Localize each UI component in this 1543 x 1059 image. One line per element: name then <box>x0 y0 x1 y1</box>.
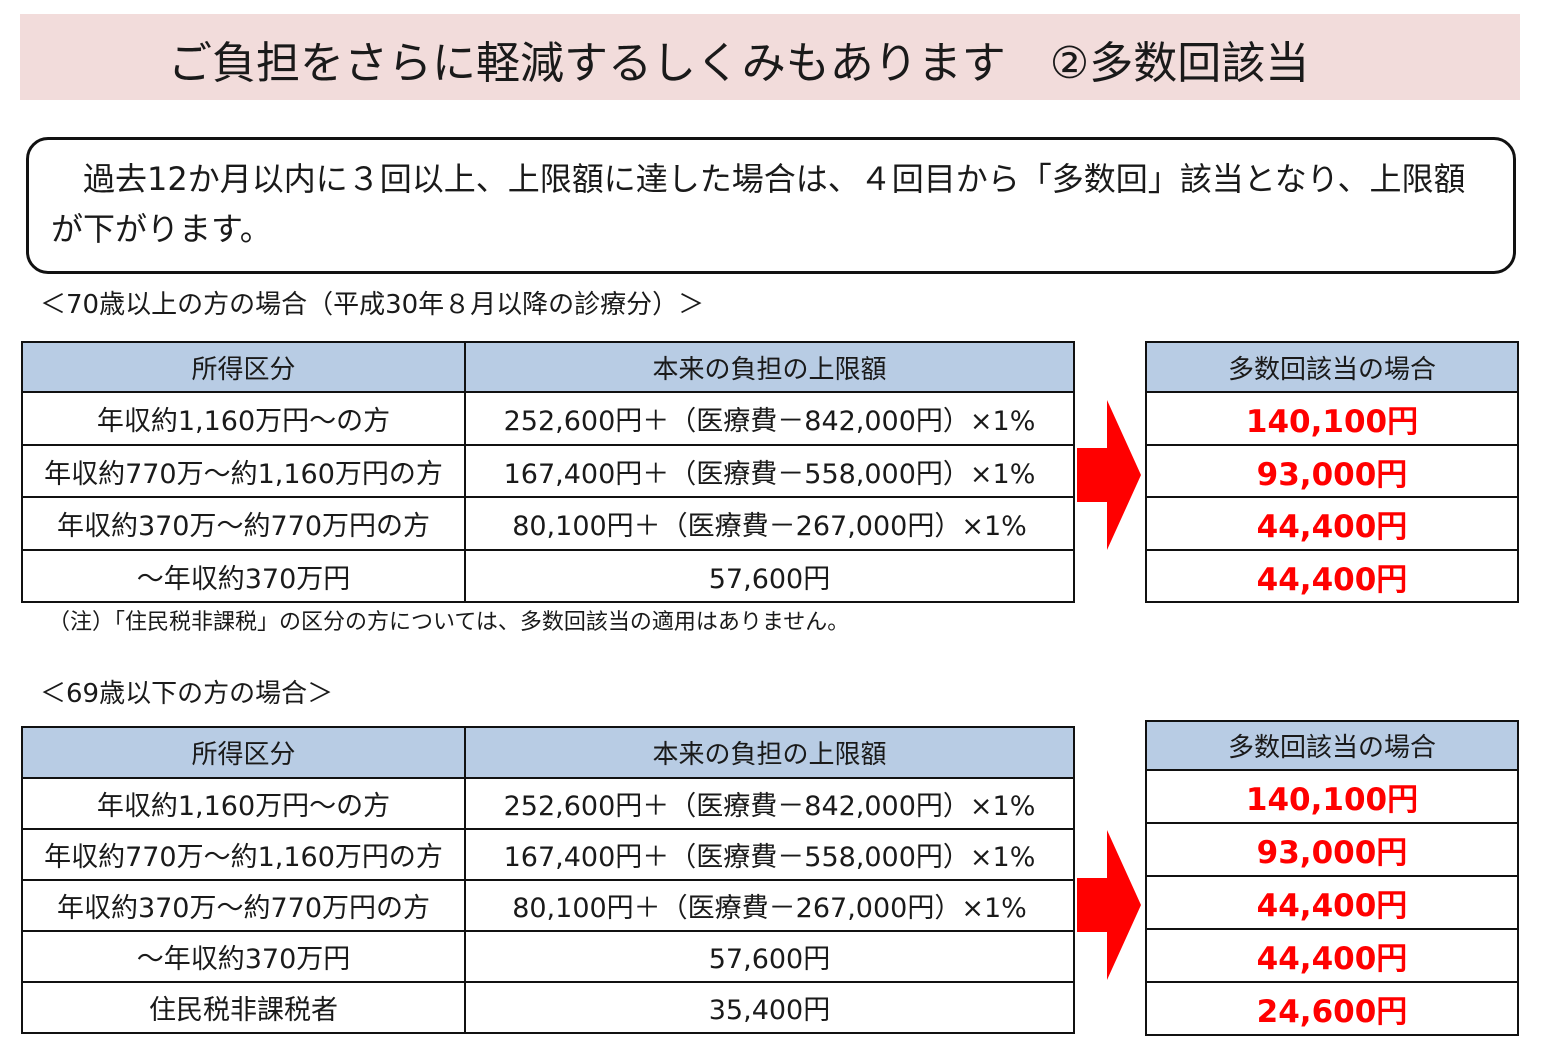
table-row: 93,000円 <box>1145 444 1519 498</box>
table-row: 年収約770万～約1,160万円の方 167,400円＋（医療費－558,000… <box>21 444 1075 498</box>
table-header-row: 所得区分 本来の負担の上限額 <box>21 726 1075 779</box>
section1-multiple-table: 多数回該当の場合 140,100円 93,000円 44,400円 44,400… <box>1145 341 1519 603</box>
limit-cell: 57,600円 <box>464 549 1075 603</box>
table-row: 年収約1,160万円～の方 252,600円＋（医療費－842,000円）×1% <box>21 391 1075 446</box>
table-row: 44,400円 <box>1145 875 1519 930</box>
table-row: 24,600円 <box>1145 981 1519 1036</box>
income-class-cell: 年収約370万～約770万円の方 <box>21 496 466 551</box>
section1-main-table: 所得区分 本来の負担の上限額 年収約1,160万円～の方 252,600円＋（医… <box>21 341 1075 603</box>
table-row: 年収約1,160万円～の方 252,600円＋（医療費－842,000円）×1% <box>21 777 1075 830</box>
intro-box: 過去12か月以内に３回以上、上限額に達した場合は、４回目から「多数回」該当となり… <box>26 137 1516 274</box>
reduced-limit-cell: 24,600円 <box>1145 981 1519 1036</box>
income-class-cell: 年収約770万～約1,160万円の方 <box>21 444 466 498</box>
income-class-cell: 年収約1,160万円～の方 <box>21 777 466 830</box>
title-bar: ご負担をさらに軽減するしくみもあります ②多数回該当 <box>20 14 1520 100</box>
reduced-limit-cell: 93,000円 <box>1145 444 1519 498</box>
right-arrow-icon <box>1077 400 1141 550</box>
table-row: 140,100円 <box>1145 391 1519 446</box>
reduced-limit-cell: 93,000円 <box>1145 822 1519 877</box>
page-title: ご負担をさらに軽減するしくみもあります ②多数回該当 <box>168 38 1310 89</box>
reduced-limit-cell: 44,400円 <box>1145 549 1519 603</box>
note-text: （注）「住民税非課税」の区分の方については、多数回該当の適用はありません。 <box>48 610 850 635</box>
reduced-limit-cell: 140,100円 <box>1145 391 1519 446</box>
table-row: ～年収約370万円 57,600円 <box>21 549 1075 603</box>
table-header-row: 多数回該当の場合 <box>1145 720 1519 771</box>
income-class-cell: 年収約770万～約1,160万円の方 <box>21 828 466 881</box>
right-arrow-icon <box>1077 830 1141 980</box>
table-row: 93,000円 <box>1145 822 1519 877</box>
limit-cell: 35,400円 <box>464 981 1075 1034</box>
table-row: 年収約370万～約770万円の方 80,100円＋（医療費－267,000円）×… <box>21 879 1075 932</box>
header-original-limit: 本来の負担の上限額 <box>464 726 1075 779</box>
header-multiple-case: 多数回該当の場合 <box>1145 341 1519 393</box>
table-row: 年収約370万～約770万円の方 80,100円＋（医療費－267,000円）×… <box>21 496 1075 551</box>
header-original-limit: 本来の負担の上限額 <box>464 341 1075 393</box>
income-class-cell: 住民税非課税者 <box>21 981 466 1034</box>
table-row: 140,100円 <box>1145 769 1519 824</box>
intro-text: 過去12か月以内に３回以上、上限額に達した場合は、４回目から「多数回」該当となり… <box>51 160 1466 248</box>
section2-multiple-table: 多数回該当の場合 140,100円 93,000円 44,400円 44,400… <box>1145 720 1519 1036</box>
income-class-cell: 年収約1,160万円～の方 <box>21 391 466 446</box>
table-header-row: 多数回該当の場合 <box>1145 341 1519 393</box>
section2-label: ＜69歳以下の方の場合＞ <box>40 679 334 709</box>
reduced-limit-cell: 44,400円 <box>1145 496 1519 551</box>
reduced-limit-cell: 140,100円 <box>1145 769 1519 824</box>
header-income-class: 所得区分 <box>21 341 466 393</box>
table-row: 44,400円 <box>1145 496 1519 551</box>
reduced-limit-cell: 44,400円 <box>1145 875 1519 930</box>
table-row: 年収約770万～約1,160万円の方 167,400円＋（医療費－558,000… <box>21 828 1075 881</box>
section1-label: ＜70歳以上の方の場合（平成30年８月以降の診療分）＞ <box>40 290 705 320</box>
header-income-class: 所得区分 <box>21 726 466 779</box>
table-row: 44,400円 <box>1145 928 1519 983</box>
table-row: 44,400円 <box>1145 549 1519 603</box>
table-header-row: 所得区分 本来の負担の上限額 <box>21 341 1075 393</box>
table-row: 住民税非課税者 35,400円 <box>21 981 1075 1034</box>
reduced-limit-cell: 44,400円 <box>1145 928 1519 983</box>
header-multiple-case: 多数回該当の場合 <box>1145 720 1519 771</box>
limit-cell: 57,600円 <box>464 930 1075 983</box>
limit-cell: 80,100円＋（医療費－267,000円）×1% <box>464 496 1075 551</box>
limit-cell: 167,400円＋（医療費－558,000円）×1% <box>464 828 1075 881</box>
limit-cell: 80,100円＋（医療費－267,000円）×1% <box>464 879 1075 932</box>
limit-cell: 252,600円＋（医療費－842,000円）×1% <box>464 777 1075 830</box>
income-class-cell: ～年収約370万円 <box>21 549 466 603</box>
income-class-cell: 年収約370万～約770万円の方 <box>21 879 466 932</box>
section2-main-table: 所得区分 本来の負担の上限額 年収約1,160万円～の方 252,600円＋（医… <box>21 726 1075 1034</box>
limit-cell: 167,400円＋（医療費－558,000円）×1% <box>464 444 1075 498</box>
table-row: ～年収約370万円 57,600円 <box>21 930 1075 983</box>
income-class-cell: ～年収約370万円 <box>21 930 466 983</box>
limit-cell: 252,600円＋（医療費－842,000円）×1% <box>464 391 1075 446</box>
